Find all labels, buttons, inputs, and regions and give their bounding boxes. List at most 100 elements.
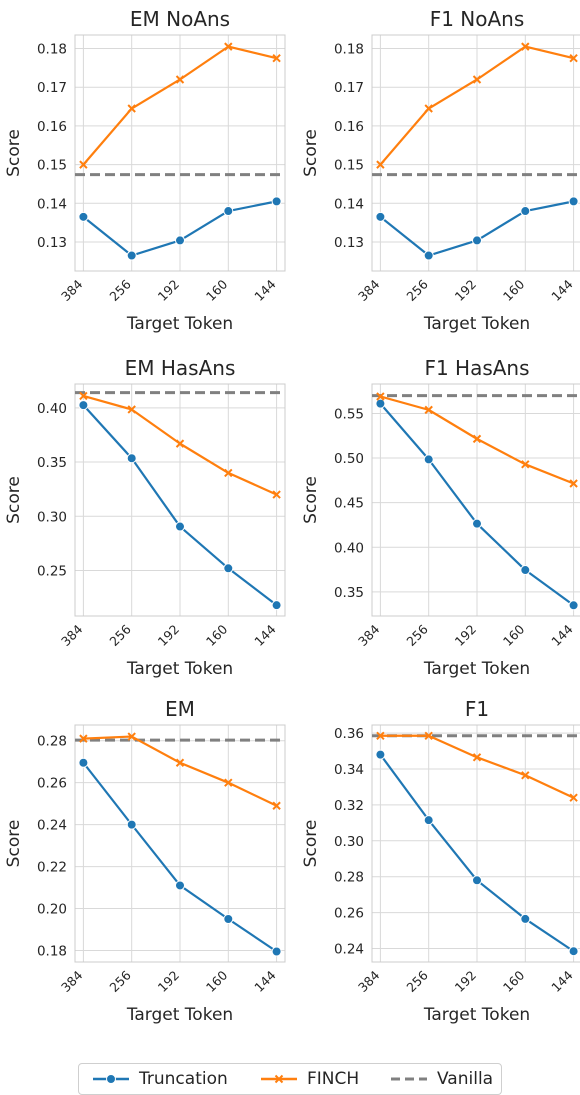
y-tick-label: 0.28 <box>334 870 364 886</box>
finch-point <box>424 731 433 740</box>
chart-title: F1 NoAns <box>430 7 525 31</box>
plot-area <box>372 725 580 962</box>
chart-f1-hasans: 0.35 0.40 0.45 0.50 0.55 384 256 192 160 144 F1 Ha… <box>301 356 580 679</box>
finch-point <box>224 42 233 51</box>
y-tick-label: 0.50 <box>334 451 364 467</box>
chart-title: EM <box>165 697 195 721</box>
chart-title: EM NoAns <box>130 7 230 31</box>
x-tick-label: 256 <box>403 621 431 649</box>
x-tick-label: 192 <box>155 622 182 649</box>
legend-item-finch: FINCH <box>259 1064 369 1094</box>
y-tick-label: 0.14 <box>334 196 364 212</box>
y-axis-label: Score <box>4 476 24 524</box>
truncation-point <box>520 565 531 576</box>
finch-point <box>569 793 578 802</box>
truncation-point <box>423 815 434 826</box>
legend-label-truncation: Truncation <box>139 1069 228 1089</box>
x-axis-label: Target Token <box>126 659 233 679</box>
truncation-point <box>375 211 386 222</box>
x-axis-label: Target Token <box>423 659 530 679</box>
x-tick-label: 384 <box>355 967 383 995</box>
finch-point <box>127 104 136 113</box>
finch-point <box>376 392 385 401</box>
y-tick-label: 0.20 <box>37 902 67 918</box>
y-tick-label: 0.18 <box>37 42 67 58</box>
plot-frame <box>74 724 286 963</box>
y-tick-label: 0.30 <box>334 834 364 850</box>
y-tick-label: 0.16 <box>37 119 67 135</box>
finch-point <box>521 771 530 780</box>
truncation-point <box>78 400 89 411</box>
finch-point <box>272 54 281 63</box>
finch-point <box>472 75 482 84</box>
finch-point <box>376 160 385 169</box>
finch-point <box>424 104 433 113</box>
x-tick-label: 384 <box>58 967 86 995</box>
x-tick-label: 256 <box>106 621 134 649</box>
y-tick-label: 0.36 <box>334 726 364 742</box>
x-tick-label: 256 <box>403 967 431 995</box>
truncation-point <box>472 875 482 886</box>
y-tick-label: 0.15 <box>334 158 364 174</box>
plot-frame <box>371 724 580 963</box>
chart-f1-noans: 0.13 0.14 0.15 0.16 0.17 0.18 384 256 192 160 144 F… <box>301 7 580 334</box>
y-tick-label: 0.24 <box>334 942 364 958</box>
y-tick-label: 0.25 <box>37 563 67 579</box>
finch-point <box>472 434 482 444</box>
x-axis-label: Target Token <box>423 314 530 334</box>
chart-title: F1 HasAns <box>424 356 529 380</box>
x-tick-label: 160 <box>500 967 528 995</box>
x-axis-label: Target Token <box>126 314 233 334</box>
x-tick-label: 144 <box>548 276 576 304</box>
truncation-point <box>78 757 89 768</box>
truncation-point <box>568 946 579 957</box>
finch-point <box>79 391 88 401</box>
finch-point <box>472 753 482 762</box>
truncation-point <box>175 521 185 532</box>
truncation-point <box>126 819 137 830</box>
y-tick-label: 0.24 <box>37 818 67 834</box>
y-tick-label: 0.14 <box>37 196 67 212</box>
truncation-point <box>175 880 185 891</box>
truncation-point <box>78 211 89 222</box>
y-tick-label: 0.18 <box>37 943 67 959</box>
truncation-point <box>271 196 282 207</box>
truncation-point <box>472 235 482 246</box>
truncation-point <box>568 600 579 611</box>
x-tick-label: 384 <box>58 276 86 304</box>
x-tick-label: 144 <box>251 276 279 304</box>
chart-title: F1 <box>465 697 489 721</box>
x-axis-label: Target Token <box>423 1005 530 1025</box>
truncation-point <box>223 563 234 574</box>
finch-point <box>521 460 530 469</box>
plot-area <box>372 384 580 616</box>
finch-point <box>175 439 185 448</box>
plot-frame <box>74 383 286 617</box>
y-tick-label: 0.26 <box>37 776 67 792</box>
legend-item-vanilla: Vanilla <box>389 1064 499 1094</box>
truncation-point <box>126 453 137 464</box>
x-tick-label: 192 <box>452 622 479 649</box>
plot-area <box>372 35 580 271</box>
finch-line-marker-icon <box>261 1074 297 1084</box>
x-tick-label: 160 <box>500 621 528 649</box>
truncation-point <box>375 398 386 409</box>
truncation-point <box>520 913 531 924</box>
finch-point <box>79 160 88 169</box>
x-tick-label: 160 <box>203 967 231 995</box>
finch-point <box>569 54 578 63</box>
y-tick-label: 0.55 <box>334 406 364 422</box>
y-tick-label: 0.34 <box>334 762 364 778</box>
truncation-point <box>126 250 137 261</box>
finch-point <box>175 758 185 767</box>
finch-point <box>272 801 281 810</box>
finch-point <box>424 405 433 415</box>
x-tick-label: 192 <box>155 277 182 304</box>
x-tick-label: 144 <box>251 967 279 995</box>
chart-title: EM HasAns <box>125 356 236 380</box>
x-tick-label: 160 <box>203 621 231 649</box>
y-tick-label: 0.30 <box>37 509 67 525</box>
y-axis-label: Score <box>4 820 24 868</box>
chart-f1: 0.24 0.26 0.28 0.30 0.32 0.34 0.36 384 256 192 160… <box>301 697 580 1025</box>
